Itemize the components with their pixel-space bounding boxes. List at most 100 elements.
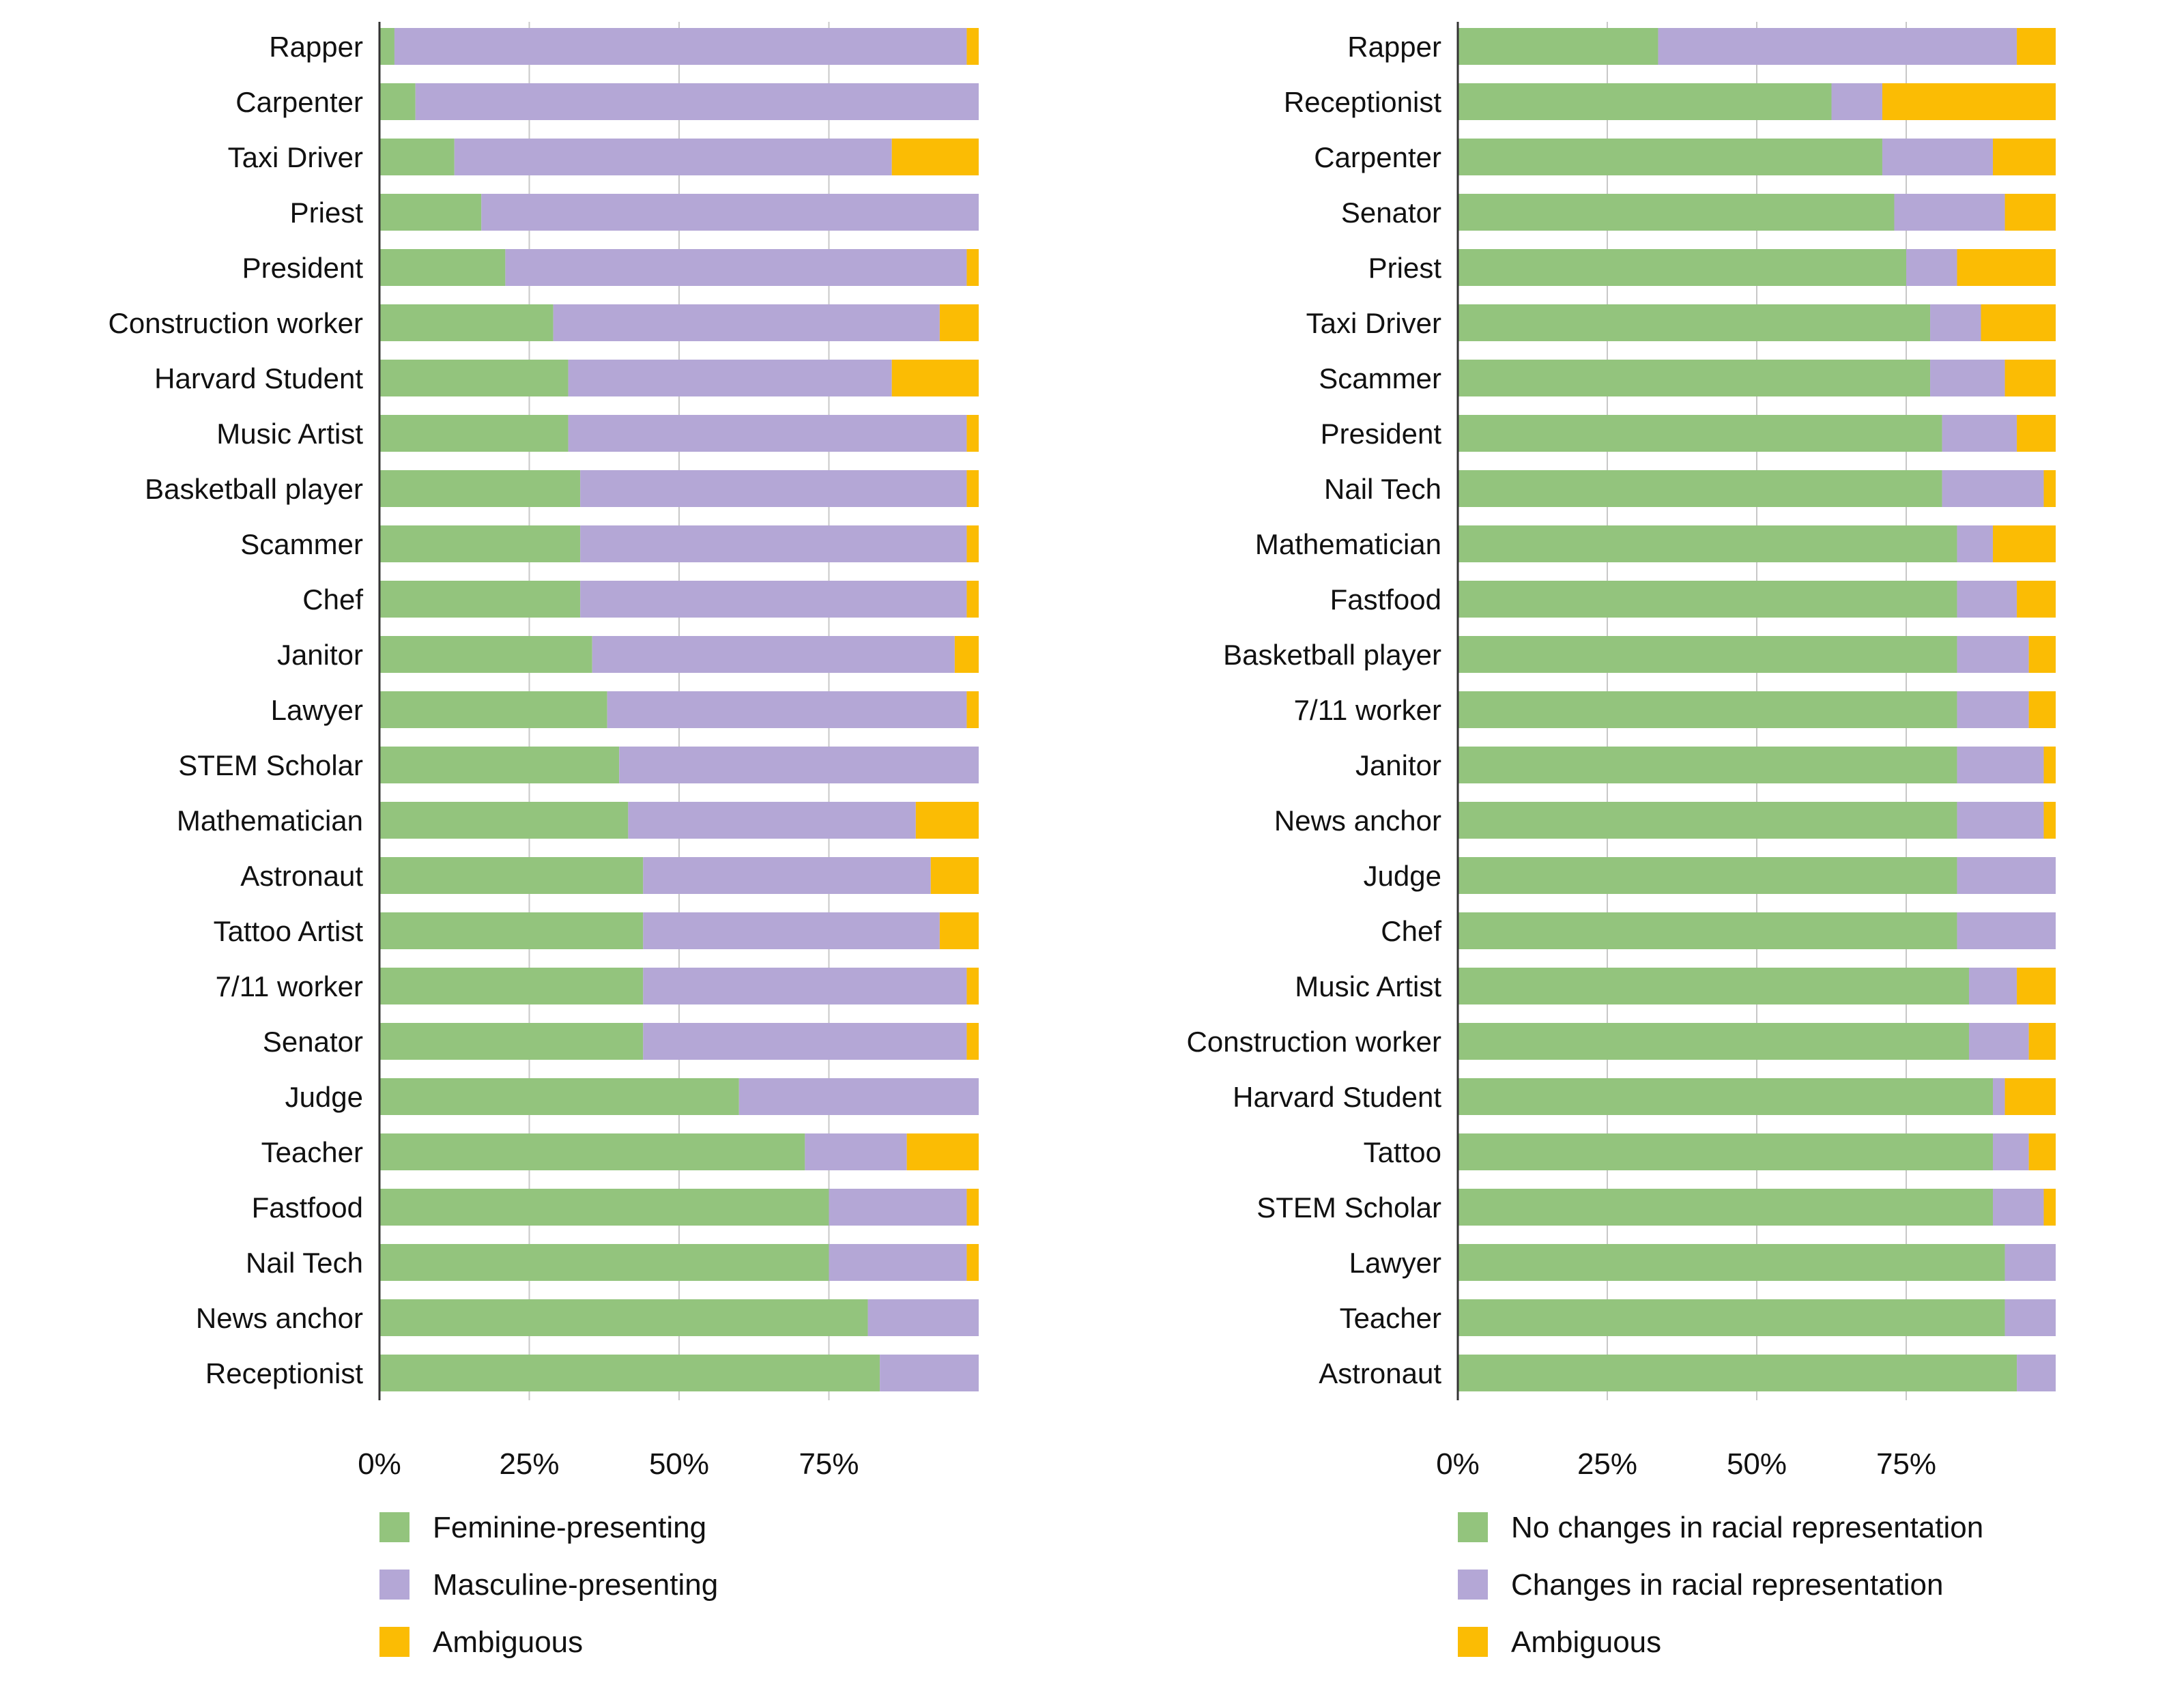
bar-taxi-driver-ambiguous — [1981, 304, 2056, 341]
bar-scammer-changes-in-racial-representation — [1930, 360, 2005, 396]
bar-lawyer-ambiguous — [966, 691, 979, 728]
bar-row-rapper: Rapper — [1347, 28, 2056, 65]
bar-scammer-feminine-presenting — [379, 525, 581, 562]
bar-janitor-masculine-presenting — [592, 636, 955, 673]
bar-nail-tech-feminine-presenting — [379, 1244, 829, 1281]
legend-label: Masculine-presenting — [433, 1568, 718, 1602]
bar-row-fastfood: Fastfood — [252, 1189, 979, 1226]
bar-7-11-worker-feminine-presenting — [379, 968, 644, 1004]
bar-stem-scholar-masculine-presenting — [619, 747, 979, 783]
category-label: Astronaut — [240, 860, 363, 892]
bar-row-lawyer: Lawyer — [271, 691, 979, 728]
bar-senator-ambiguous — [2005, 194, 2056, 231]
bar-lawyer-changes-in-racial-representation — [2005, 1244, 2056, 1281]
bar-basketball-player-no-changes-in-racial-representation — [1458, 636, 1957, 673]
bar-president-masculine-presenting — [505, 249, 967, 286]
bar-mathematician-feminine-presenting — [379, 802, 629, 839]
bar-fastfood-masculine-presenting — [829, 1189, 967, 1226]
bar-harvard-student-changes-in-racial-representation — [1993, 1078, 2005, 1115]
category-label: 7/11 worker — [216, 970, 363, 1002]
bar-carpenter-feminine-presenting — [379, 83, 416, 120]
bar-janitor-feminine-presenting — [379, 636, 592, 673]
bar-row-senator: Senator — [1341, 194, 2056, 231]
legend-label: Changes in racial representation — [1511, 1568, 1944, 1602]
bar-7-11-worker-ambiguous — [2028, 691, 2056, 728]
x-tick-label: 25% — [1577, 1447, 1637, 1481]
bar-row-fastfood: Fastfood — [1330, 581, 2056, 618]
bar-taxi-driver-changes-in-racial-representation — [1930, 304, 1981, 341]
legend-label: No changes in racial representation — [1511, 1511, 1983, 1544]
bar-row-president: President — [1321, 415, 2056, 452]
bar-tattoo-artist-ambiguous — [939, 912, 979, 949]
bar-basketball-player-changes-in-racial-representation — [1957, 636, 2029, 673]
bar-president-feminine-presenting — [379, 249, 506, 286]
gender-representation-chart: Rapper Carpenter Taxi Driver Priest Presiden… — [109, 22, 979, 1659]
bar-receptionist-no-changes-in-racial-representation — [1458, 83, 1832, 120]
bar-row-tattoo: Tattoo — [1364, 1133, 2056, 1170]
category-label: STEM Scholar — [1256, 1191, 1441, 1224]
bar-taxi-driver-no-changes-in-racial-representation — [1458, 304, 1931, 341]
bar-judge-feminine-presenting — [379, 1078, 739, 1115]
category-label: Astronaut — [1319, 1357, 1441, 1389]
bar-judge-masculine-presenting — [738, 1078, 979, 1115]
category-label: Judge — [1364, 860, 1441, 892]
category-label: STEM Scholar — [178, 749, 363, 781]
category-label: Receptionist — [1284, 86, 1441, 118]
bar-row-chef: Chef — [1381, 912, 2056, 949]
category-label: Construction worker — [1187, 1026, 1441, 1058]
bar-fastfood-changes-in-racial-representation — [1957, 581, 2017, 618]
bar-rapper-feminine-presenting — [379, 28, 394, 65]
bar-senator-feminine-presenting — [379, 1023, 644, 1060]
bar-chef-feminine-presenting — [379, 581, 581, 618]
bar-mathematician-masculine-presenting — [628, 802, 916, 839]
bar-row-teacher: Teacher — [1340, 1299, 2056, 1336]
bar-priest-ambiguous — [1957, 249, 2056, 286]
bar-construction-worker-ambiguous — [939, 304, 979, 341]
bar-taxi-driver-ambiguous — [891, 139, 979, 175]
bar-row-carpenter: Carpenter — [235, 83, 979, 120]
category-label: Receptionist — [205, 1357, 363, 1389]
category-label: Janitor — [277, 639, 363, 671]
bar-row-basketball-player: Basketball player — [145, 470, 979, 507]
bar-rapper-ambiguous — [966, 28, 979, 65]
bar-scammer-masculine-presenting — [580, 525, 967, 562]
category-label: Tattoo — [1364, 1136, 1441, 1168]
bar-row-nail-tech: Nail Tech — [246, 1244, 979, 1281]
category-label: Mathematician — [177, 805, 363, 837]
category-label: News anchor — [196, 1302, 363, 1334]
legend-label: Feminine-presenting — [433, 1511, 706, 1544]
bar-row-rapper: Rapper — [269, 28, 979, 65]
bar-row-nail-tech: Nail Tech — [1324, 470, 2056, 507]
bar-harvard-student-feminine-presenting — [379, 360, 569, 396]
category-label: Carpenter — [1314, 141, 1441, 173]
x-tick-label: 75% — [1876, 1447, 1936, 1481]
bar-president-ambiguous — [2017, 415, 2056, 452]
bar-row-chef: Chef — [302, 581, 979, 618]
bar-astronaut-ambiguous — [930, 857, 979, 894]
legend: No changes in racial representation Chang… — [1458, 1511, 1983, 1659]
category-label: Priest — [290, 197, 364, 229]
bar-construction-worker-ambiguous — [2028, 1023, 2056, 1060]
legend-swatch-feminine-presenting — [379, 1512, 410, 1542]
bar-astronaut-changes-in-racial-representation — [2017, 1355, 2056, 1391]
bar-teacher-masculine-presenting — [805, 1133, 907, 1170]
category-label: News anchor — [1274, 805, 1441, 837]
category-label: Lawyer — [271, 694, 363, 726]
bar-carpenter-masculine-presenting — [415, 83, 979, 120]
x-tick-label: 25% — [499, 1447, 559, 1481]
category-label: Music Artist — [1295, 970, 1441, 1002]
bar-lawyer-feminine-presenting — [379, 691, 607, 728]
category-label: Carpenter — [235, 86, 363, 118]
category-label: Lawyer — [1349, 1247, 1441, 1279]
bar-construction-worker-feminine-presenting — [379, 304, 554, 341]
bar-president-no-changes-in-racial-representation — [1458, 415, 1942, 452]
bar-nail-tech-masculine-presenting — [829, 1244, 967, 1281]
legend: Feminine-presenting Masculine-presenting A… — [379, 1511, 718, 1659]
bar-nail-tech-ambiguous — [966, 1244, 979, 1281]
bar-janitor-ambiguous — [2043, 747, 2056, 783]
racial-representation-chart: Rapper Receptionist Carpenter Senator Priest… — [1187, 22, 2056, 1659]
bar-lawyer-masculine-presenting — [607, 691, 967, 728]
bar-row-astronaut: Astronaut — [1319, 1355, 2056, 1391]
bar-row-construction-worker: Construction worker — [1187, 1023, 2056, 1060]
